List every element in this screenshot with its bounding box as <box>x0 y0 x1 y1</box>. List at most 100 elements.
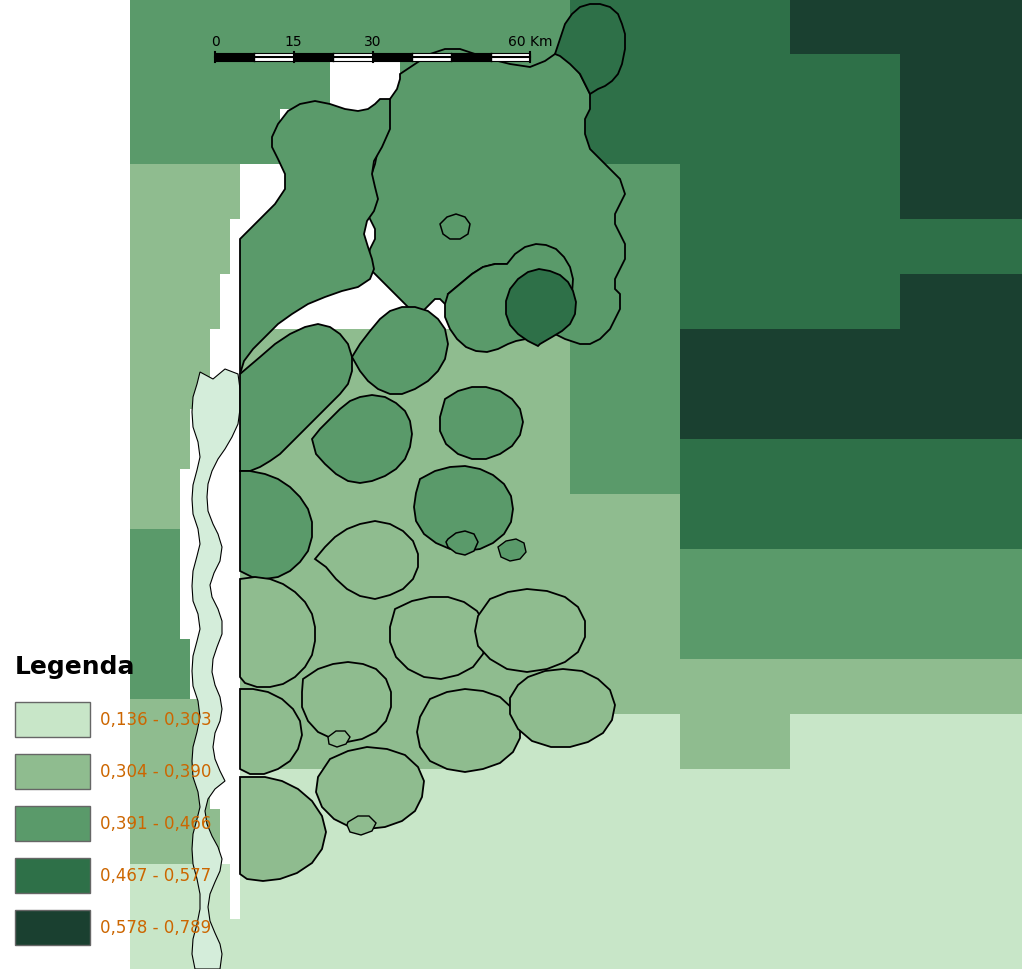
Bar <box>130 529 180 584</box>
Polygon shape <box>315 521 418 600</box>
Text: 0,304 - 0,390: 0,304 - 0,390 <box>100 763 212 781</box>
Bar <box>240 769 350 825</box>
Bar <box>460 440 570 494</box>
Bar <box>240 549 350 659</box>
Polygon shape <box>506 269 576 347</box>
Polygon shape <box>445 245 573 353</box>
Bar <box>570 494 680 549</box>
Polygon shape <box>316 747 424 829</box>
Bar <box>130 275 220 329</box>
Polygon shape <box>475 589 585 672</box>
Bar <box>790 165 900 220</box>
Bar <box>680 825 790 879</box>
Bar <box>570 825 680 879</box>
Bar <box>240 329 350 385</box>
Bar <box>570 549 680 605</box>
Bar <box>900 385 1022 440</box>
Bar <box>460 659 570 714</box>
Bar <box>400 109 540 165</box>
Bar <box>570 0 680 55</box>
Bar <box>130 220 230 275</box>
Bar <box>900 494 1022 549</box>
Bar <box>240 879 350 969</box>
Bar <box>130 55 330 109</box>
Bar <box>130 809 220 864</box>
Bar <box>460 714 570 769</box>
Bar <box>790 440 900 494</box>
Polygon shape <box>417 689 520 772</box>
Bar <box>900 659 1022 714</box>
Bar <box>254 54 293 62</box>
Bar <box>790 220 900 275</box>
Bar <box>460 879 570 969</box>
Bar <box>790 0 900 109</box>
Bar <box>570 275 680 329</box>
Polygon shape <box>510 670 615 747</box>
Polygon shape <box>448 265 540 337</box>
Bar <box>15 754 90 789</box>
Bar <box>680 440 790 494</box>
Bar <box>680 385 790 440</box>
Bar <box>570 55 680 109</box>
Bar <box>570 329 680 385</box>
Bar <box>240 385 350 494</box>
Bar <box>460 825 570 879</box>
Polygon shape <box>240 100 390 375</box>
Bar <box>790 329 900 385</box>
Bar <box>790 879 900 969</box>
Bar <box>790 385 900 440</box>
Bar <box>680 329 790 385</box>
Polygon shape <box>414 466 513 551</box>
Bar <box>900 714 1022 769</box>
Bar <box>570 440 680 494</box>
Bar <box>680 55 790 109</box>
Bar <box>15 806 90 841</box>
Bar <box>680 275 790 329</box>
Polygon shape <box>312 395 412 484</box>
Bar <box>680 769 790 825</box>
Bar <box>790 659 900 714</box>
Bar <box>412 54 452 62</box>
Bar <box>790 494 900 549</box>
Polygon shape <box>446 531 478 555</box>
Bar <box>333 54 372 62</box>
Bar <box>130 109 280 165</box>
Bar <box>570 385 680 440</box>
Bar <box>790 549 900 605</box>
Bar <box>570 714 680 769</box>
Bar <box>350 440 460 494</box>
Bar <box>15 703 90 737</box>
Polygon shape <box>240 689 301 774</box>
Text: Legenda: Legenda <box>15 654 136 678</box>
Bar <box>350 329 460 440</box>
Bar <box>130 329 210 410</box>
Bar <box>900 0 1022 165</box>
Bar <box>900 549 1022 605</box>
Bar <box>215 54 254 62</box>
Bar <box>215 54 530 62</box>
Polygon shape <box>555 5 625 95</box>
Bar <box>680 549 790 605</box>
Text: 0: 0 <box>211 35 220 49</box>
Bar <box>790 109 900 165</box>
Bar <box>460 769 570 825</box>
Polygon shape <box>440 215 470 239</box>
Bar <box>460 385 570 440</box>
Bar <box>900 329 1022 385</box>
Text: 0,578 - 0,789: 0,578 - 0,789 <box>100 919 212 936</box>
Bar <box>790 714 900 769</box>
Bar <box>790 825 900 879</box>
Polygon shape <box>301 663 391 742</box>
Polygon shape <box>240 472 312 579</box>
Bar <box>570 109 680 165</box>
Bar <box>900 769 1022 825</box>
Bar <box>240 825 350 879</box>
Polygon shape <box>240 325 352 472</box>
Text: 15: 15 <box>285 35 303 49</box>
Bar <box>680 494 790 549</box>
Bar <box>460 329 570 385</box>
Bar <box>790 0 900 55</box>
Bar <box>460 494 570 549</box>
Text: 0,136 - 0,303: 0,136 - 0,303 <box>100 711 212 729</box>
Bar <box>230 0 570 55</box>
